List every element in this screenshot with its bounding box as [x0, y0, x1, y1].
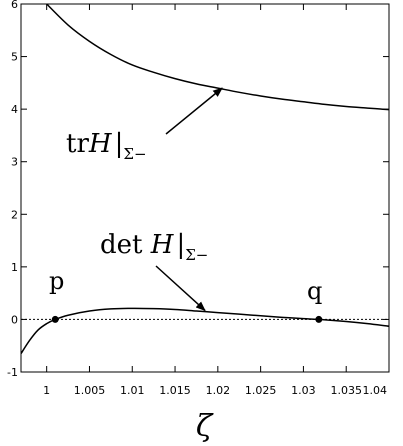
y-axis: -1 0 1 2 3 4 5 6 — [7, 0, 389, 379]
x-tick-label: 1 — [43, 384, 50, 397]
determinant-annotation-sub: Σ− — [185, 246, 208, 264]
y-tick-label: 3 — [11, 156, 18, 169]
determinant-annotation-arrow — [155, 265, 206, 312]
plot-frame — [20, 3, 390, 373]
x-axis-title: ζ — [196, 409, 214, 444]
determinant-annotation-main: det — [100, 230, 151, 260]
y-tick-label: -1 — [7, 366, 18, 379]
determinant-annotation-script: H — [150, 230, 175, 260]
x-tick-label: 1.015 — [159, 384, 191, 397]
x-tick-label: 1.01 — [120, 384, 145, 397]
determinant-annotation-bar: | — [176, 230, 185, 260]
y-tick-label: 0 — [11, 313, 18, 326]
x-tick-label: 1.04 — [363, 384, 388, 397]
point-p-label: p — [49, 267, 64, 295]
y-tick-label: 4 — [11, 103, 18, 116]
point-p-marker — [51, 315, 59, 323]
point-q-marker — [315, 315, 323, 323]
x-tick-label: 1.02 — [206, 384, 231, 397]
trace-annotation-script: H — [88, 129, 113, 159]
point-q-label: q — [307, 277, 322, 305]
determinant-curve — [21, 307, 389, 355]
trace-annotation-label: trH |Σ− — [66, 129, 147, 163]
x-tick-label: 1.03 — [291, 384, 316, 397]
x-tick-label: 1.025 — [245, 384, 277, 397]
trace-curve — [46, 4, 389, 111]
trace-annotation-bar: | — [115, 129, 124, 159]
trace-annotation-arrow — [165, 87, 223, 135]
y-tick-label: 6 — [11, 0, 18, 11]
trace-annotation-main: tr — [66, 129, 89, 159]
y-tick-label: 2 — [11, 208, 18, 221]
x-axis: 1 1.005 1.01 1.015 1.02 1.025 1.03 1.035 1.04 — [43, 4, 390, 397]
determinant-annotation-label: det H |Σ− — [100, 230, 208, 264]
y-tick-label: 5 — [11, 51, 18, 64]
y-tick-label: 1 — [11, 261, 18, 274]
trace-annotation-sub: Σ− — [123, 145, 146, 163]
x-tick-label: 1.005 — [74, 384, 106, 397]
x-tick-label: 1.035 — [330, 384, 362, 397]
